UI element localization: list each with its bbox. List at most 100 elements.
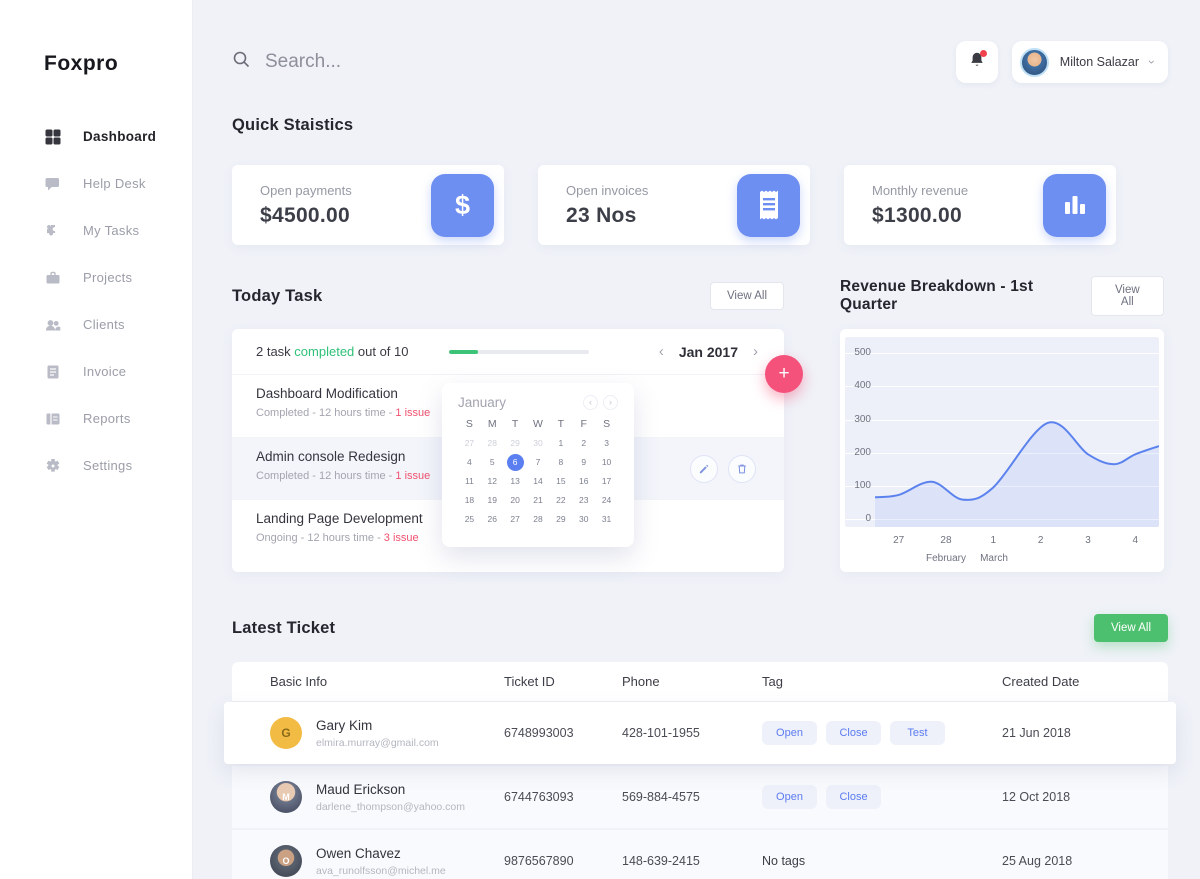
calendar-date[interactable]: 8 <box>558 457 564 467</box>
calendar-date[interactable]: 1 <box>558 438 564 448</box>
calendar-date[interactable]: 4 <box>467 457 472 467</box>
sidebar-item-invoice[interactable]: Invoice <box>44 363 192 380</box>
notifications-button[interactable] <box>955 41 998 83</box>
sidebar-item-label: Projects <box>83 270 133 285</box>
edit-task-button[interactable] <box>690 455 718 483</box>
calendar-date[interactable]: 12 <box>487 476 497 486</box>
calendar-date[interactable]: 18 <box>464 495 475 505</box>
tag-list: Open Close Test <box>762 721 1002 745</box>
sidebar-item-dashboard[interactable]: Dashboard <box>44 128 192 145</box>
tag-pill[interactable]: Close <box>826 721 881 745</box>
calendar-date[interactable]: 17 <box>601 476 612 486</box>
calendar-date[interactable]: 30 <box>578 514 589 524</box>
tag-pill[interactable]: Open <box>762 785 817 809</box>
x-axis-tick: 4 <box>1132 535 1139 546</box>
stat-value: $1300.00 <box>872 203 962 227</box>
calendar-date[interactable]: 28 <box>533 514 543 524</box>
calendar-date[interactable]: 19 <box>487 495 497 505</box>
table-row[interactable]: G Gary Kim elmira.murray@gmail.com 67489… <box>224 702 1176 764</box>
main-content: Milton Salazar › Quick Staistics Open pa… <box>193 0 1200 879</box>
sidebar: Foxpro Dashboard Help Desk My Tasks Proj… <box>0 0 193 879</box>
calendar-date[interactable]: 22 <box>556 495 566 505</box>
topbar: Milton Salazar › <box>232 38 1168 86</box>
sidebar-item-settings[interactable]: Settings <box>44 457 192 474</box>
column-header-basic-info: Basic Info <box>270 674 328 689</box>
calendar-date[interactable]: 21 <box>533 495 543 505</box>
tag-list: No tags <box>762 854 1002 868</box>
prev-month-arrow[interactable]: ‹ <box>658 343 664 360</box>
y-axis-tick: 100 <box>854 480 871 491</box>
chevron-down-icon: › <box>1145 60 1159 64</box>
calendar-date[interactable]: 3 <box>604 438 609 448</box>
projects-icon <box>44 269 61 286</box>
sidebar-item-my-tasks[interactable]: My Tasks <box>44 222 192 239</box>
tag-pill[interactable]: Close <box>826 785 881 809</box>
calendar-date[interactable]: 2 <box>581 438 587 448</box>
calendar-date[interactable]: 7 <box>535 457 541 467</box>
tag-pill[interactable]: Open <box>762 721 817 745</box>
sidebar-item-label: Dashboard <box>83 129 157 144</box>
add-task-button[interactable]: + <box>765 355 803 393</box>
calendar-date[interactable]: 15 <box>556 476 566 486</box>
x-axis-tick: 2 <box>1037 535 1044 546</box>
calendar-date[interactable]: 5 <box>489 457 495 467</box>
calendar-prev-button[interactable]: ‹ <box>583 395 598 410</box>
calendar-date[interactable]: 24 <box>601 495 612 505</box>
search-input[interactable] <box>265 51 565 73</box>
calendar-date[interactable]: 14 <box>533 476 543 486</box>
tag-pill[interactable]: Test <box>890 721 945 745</box>
calendar-date[interactable]: 13 <box>510 476 520 486</box>
calendar-date[interactable]: 16 <box>578 476 589 486</box>
sidebar-item-reports[interactable]: Reports <box>44 410 192 427</box>
today-task-card: 2 task completed out of 10 ‹ Jan 2017 › … <box>232 329 803 572</box>
dashboard-icon <box>44 128 61 145</box>
calendar-next-button[interactable]: › <box>603 395 618 410</box>
revenue-view-all-button[interactable]: View All <box>1090 276 1164 316</box>
calendar-date[interactable]: 29 <box>510 438 520 448</box>
table-row[interactable]: M Maud Erickson darlene_thompson@yahoo.c… <box>232 766 1168 828</box>
task-row[interactable]: Dashboard Modification Completed - 12 ho… <box>232 375 784 437</box>
notification-dot <box>979 50 987 57</box>
phone: 148-639-2415 <box>622 854 700 868</box>
invoice-icon <box>44 363 61 380</box>
calendar-date[interactable]: 23 <box>578 495 589 505</box>
delete-task-button[interactable] <box>728 455 756 483</box>
calendar-date[interactable]: 27 <box>464 438 475 448</box>
calendar-day-header: T <box>557 418 565 430</box>
calendar-date[interactable]: 29 <box>556 514 566 524</box>
table-row[interactable]: O Owen Chavez ava_runolfsson@michel.me 9… <box>232 830 1168 879</box>
calendar-date[interactable]: 9 <box>581 457 587 467</box>
stat-card-open-invoices: Open invoices 23 Nos <box>538 165 810 245</box>
calendar-month-label: January <box>458 395 507 410</box>
user-menu[interactable]: Milton Salazar › <box>1011 41 1168 83</box>
stat-label: Open payments <box>260 182 352 198</box>
calendar-date[interactable]: 6 <box>506 453 524 471</box>
calendar-date[interactable]: 10 <box>601 457 612 467</box>
next-month-arrow[interactable]: › <box>753 343 758 360</box>
sidebar-item-label: Invoice <box>83 364 127 379</box>
calendar-date[interactable]: 11 <box>465 476 474 486</box>
sidebar-item-help-desk[interactable]: Help Desk <box>44 175 192 192</box>
calendar-day-header: W <box>533 418 543 430</box>
contact-email: ava_runolfsson@michel.me <box>316 864 446 877</box>
contact-email: darlene_thompson@yahoo.com <box>316 800 465 813</box>
calendar-date[interactable]: 26 <box>487 514 497 524</box>
task-title: Dashboard Modification <box>256 386 398 401</box>
revenue-title: Revenue Breakdown - 1st Quarter <box>840 278 1034 313</box>
sidebar-item-projects[interactable]: Projects <box>44 269 192 286</box>
calendar-date[interactable]: 27 <box>510 514 520 524</box>
calendar-date[interactable]: 30 <box>533 438 543 448</box>
calendar-date[interactable]: 28 <box>487 438 497 448</box>
today-task-view-all-button[interactable]: View All <box>709 282 784 310</box>
stat-value: $4500.00 <box>260 203 350 227</box>
calendar-day-header: T <box>511 418 519 430</box>
contact-name: Gary Kim <box>316 717 373 733</box>
calendar-date[interactable]: 25 <box>464 514 475 524</box>
tickets-view-all-button[interactable]: View All <box>1093 614 1168 642</box>
calendar-date[interactable]: 20 <box>510 495 520 505</box>
calendar-date[interactable]: 31 <box>601 514 612 524</box>
sidebar-item-clients[interactable]: Clients <box>44 316 192 333</box>
